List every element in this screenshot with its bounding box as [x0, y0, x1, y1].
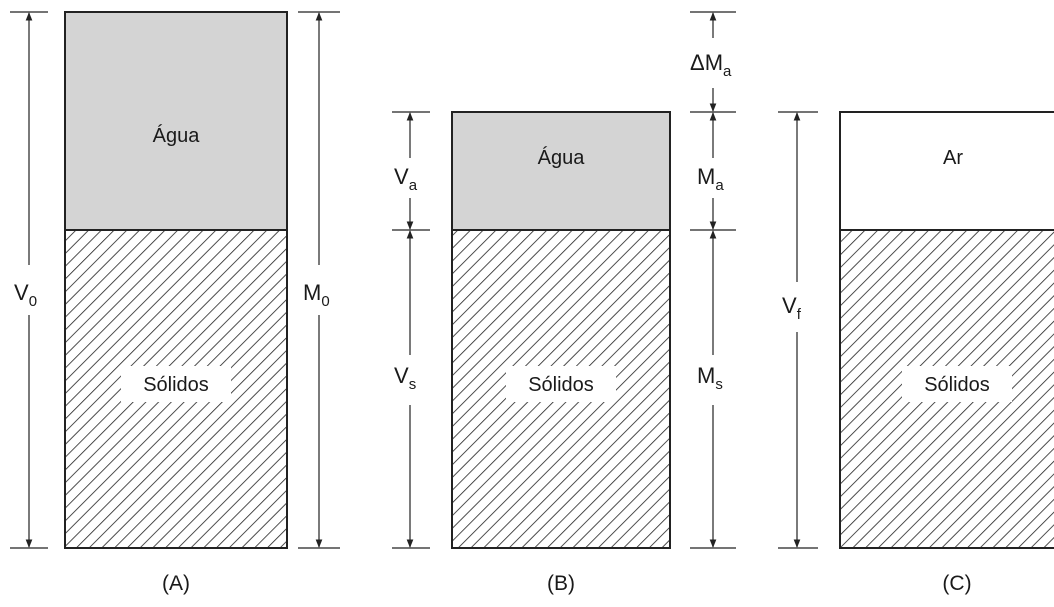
vs-label: V — [394, 363, 409, 388]
panel-c-caption: (C) — [942, 572, 971, 595]
svg-text:M0: M0 — [303, 280, 330, 310]
svg-text:V0: V0 — [14, 280, 37, 310]
panel-c-air-phase — [839, 111, 1054, 231]
v0-subscript: 0 — [29, 293, 37, 310]
panel-c: Ar Sólidos (C) Vf — [778, 111, 1054, 595]
m0-subscript: 0 — [321, 293, 329, 310]
svg-text:Vf: Vf — [782, 293, 802, 323]
panel-b-caption: (B) — [547, 572, 575, 595]
panel-c-top-label: Ar — [943, 147, 963, 169]
ms-label: M — [697, 363, 715, 388]
svg-text:Ms: Ms — [697, 363, 723, 393]
ma-subscript: a — [715, 177, 724, 194]
panel-b-solids-label-bg — [506, 366, 616, 402]
panel-a-top-label: Água — [153, 124, 201, 147]
dimension-va-vs: Va Vs — [392, 111, 430, 549]
dimension-v0: V0 — [10, 11, 48, 549]
svg-text:Va: Va — [394, 164, 418, 194]
vs-subscript: s — [409, 376, 417, 393]
panel-b-water-phase — [451, 111, 671, 231]
svg-text:Vs: Vs — [394, 363, 416, 393]
panel-b-bottom-label: Sólidos — [528, 374, 594, 396]
panel-c-solids-label-bg — [902, 366, 1012, 402]
panel-a-solids-label-bg — [121, 366, 231, 402]
v0-label: V — [14, 280, 29, 305]
dimension-m0: M0 — [298, 11, 340, 549]
svg-text:Ma: Ma — [697, 164, 724, 194]
panel-c-bottom-label: Sólidos — [924, 374, 990, 396]
ms-subscript: s — [715, 376, 723, 393]
panel-b-top-label: Água — [538, 146, 586, 169]
delta-ma-label: ΔM — [690, 50, 723, 75]
panel-a-caption: (A) — [162, 572, 190, 595]
va-subscript: a — [409, 177, 418, 194]
ma-label: M — [697, 164, 715, 189]
delta-ma-subscript: a — [723, 63, 732, 80]
vf-label: V — [782, 293, 797, 318]
panel-b: Água Sólidos (B) Va Vs Δ — [392, 11, 736, 595]
dimension-vf: Vf — [778, 111, 818, 549]
panel-a: Água Sólidos (A) V0 M0 — [10, 11, 340, 595]
m0-label: M — [303, 280, 321, 305]
svg-text:ΔMa: ΔMa — [690, 50, 732, 80]
vf-subscript: f — [797, 306, 802, 323]
panel-a-bottom-label: Sólidos — [143, 374, 209, 396]
va-label: V — [394, 164, 409, 189]
dimension-masses-b: ΔMa Ma Ms — [690, 11, 736, 549]
panel-a-water-phase — [64, 11, 288, 231]
